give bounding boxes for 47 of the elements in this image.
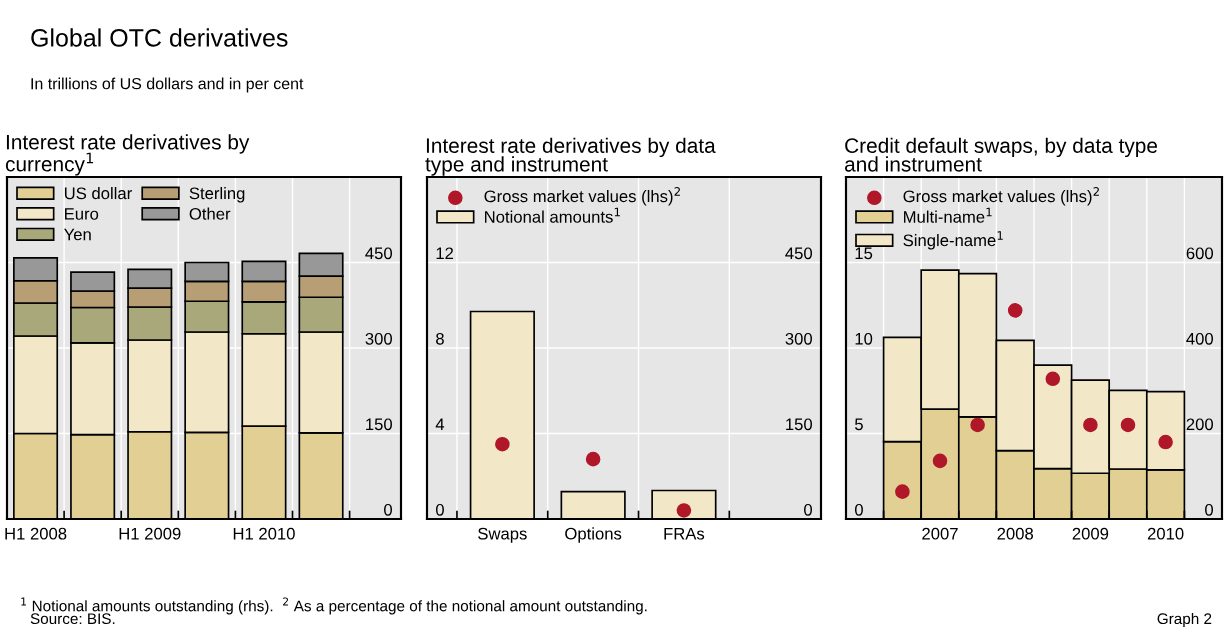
x-tick-label: 2007 <box>922 527 958 540</box>
text: Global OTC derivatives <box>31 28 288 47</box>
y2-tick-label: 600 <box>1186 247 1214 260</box>
y2-tick-label: 400 <box>1186 332 1214 345</box>
legend-label: Sterling <box>189 187 245 203</box>
x-tick-label: H1 2010 <box>233 527 295 540</box>
y-tick-label: 4 <box>435 418 445 431</box>
x-tick-label: H1 2009 <box>119 527 181 540</box>
x-tick-label: FRAs <box>664 527 705 540</box>
x-tick-label: 2009 <box>1072 527 1109 540</box>
legend-label: Single-name$^{1}$ <box>903 231 1003 250</box>
y-tick-label: 8 <box>436 332 444 345</box>
x-tick-label: Swaps <box>478 527 527 543</box>
y-tick-label: 10 <box>855 332 873 345</box>
x-tick-label: Options <box>565 527 622 543</box>
y-tick-label: 0 <box>854 503 863 516</box>
y2-tick-label: 0 <box>1205 503 1214 516</box>
source-note: Source: BIS. <box>30 613 115 625</box>
chart-title: Interest rate derivatives by data type and instrument <box>425 137 716 176</box>
y2-tick-label: 0 <box>804 503 813 516</box>
y2-tick-label: 150 <box>366 418 393 431</box>
y2-tick-label: 300 <box>785 332 813 345</box>
x-tick-label: 2010 <box>1147 527 1184 540</box>
legend-label: Other <box>189 207 231 220</box>
legend-label: Gross market values (lhs)$^{2}$ <box>484 187 680 206</box>
y-tick-label: 15 <box>855 247 873 260</box>
caption: Graph 2 <box>1157 612 1212 628</box>
y-tick-label: 5 <box>855 418 863 431</box>
y-tick-label: 0 <box>435 503 444 516</box>
y2-tick-label: 450 <box>365 247 393 260</box>
legend-label: US dollar <box>64 187 132 200</box>
text: In trillions of US dollars and in per cent <box>31 77 304 93</box>
y-tick-label: 12 <box>436 247 454 260</box>
legend-label: Notional amounts$^{1}$ <box>485 207 620 223</box>
legend-label: Yen <box>64 228 91 241</box>
y2-tick-label: 300 <box>365 332 393 345</box>
legend-label: Euro <box>65 208 99 220</box>
y2-tick-label: 450 <box>785 247 813 260</box>
legend-label: Gross market values (lhs)$^{2}$ <box>903 187 1099 206</box>
legend-label: Multi-name$^{1}$ <box>904 207 992 223</box>
chart-title: Interest rate derivatives by currency$^{1}$ <box>5 134 250 176</box>
chart-title: Credit default swaps, by data type and instrument <box>845 137 1158 172</box>
x-tick-label: 2008 <box>997 527 1034 540</box>
y2-tick-label: 150 <box>786 418 813 431</box>
x-tick-label: H1 2008 <box>5 527 67 540</box>
y2-tick-label: 0 <box>384 503 393 516</box>
y2-tick-label: 200 <box>1186 418 1214 431</box>
